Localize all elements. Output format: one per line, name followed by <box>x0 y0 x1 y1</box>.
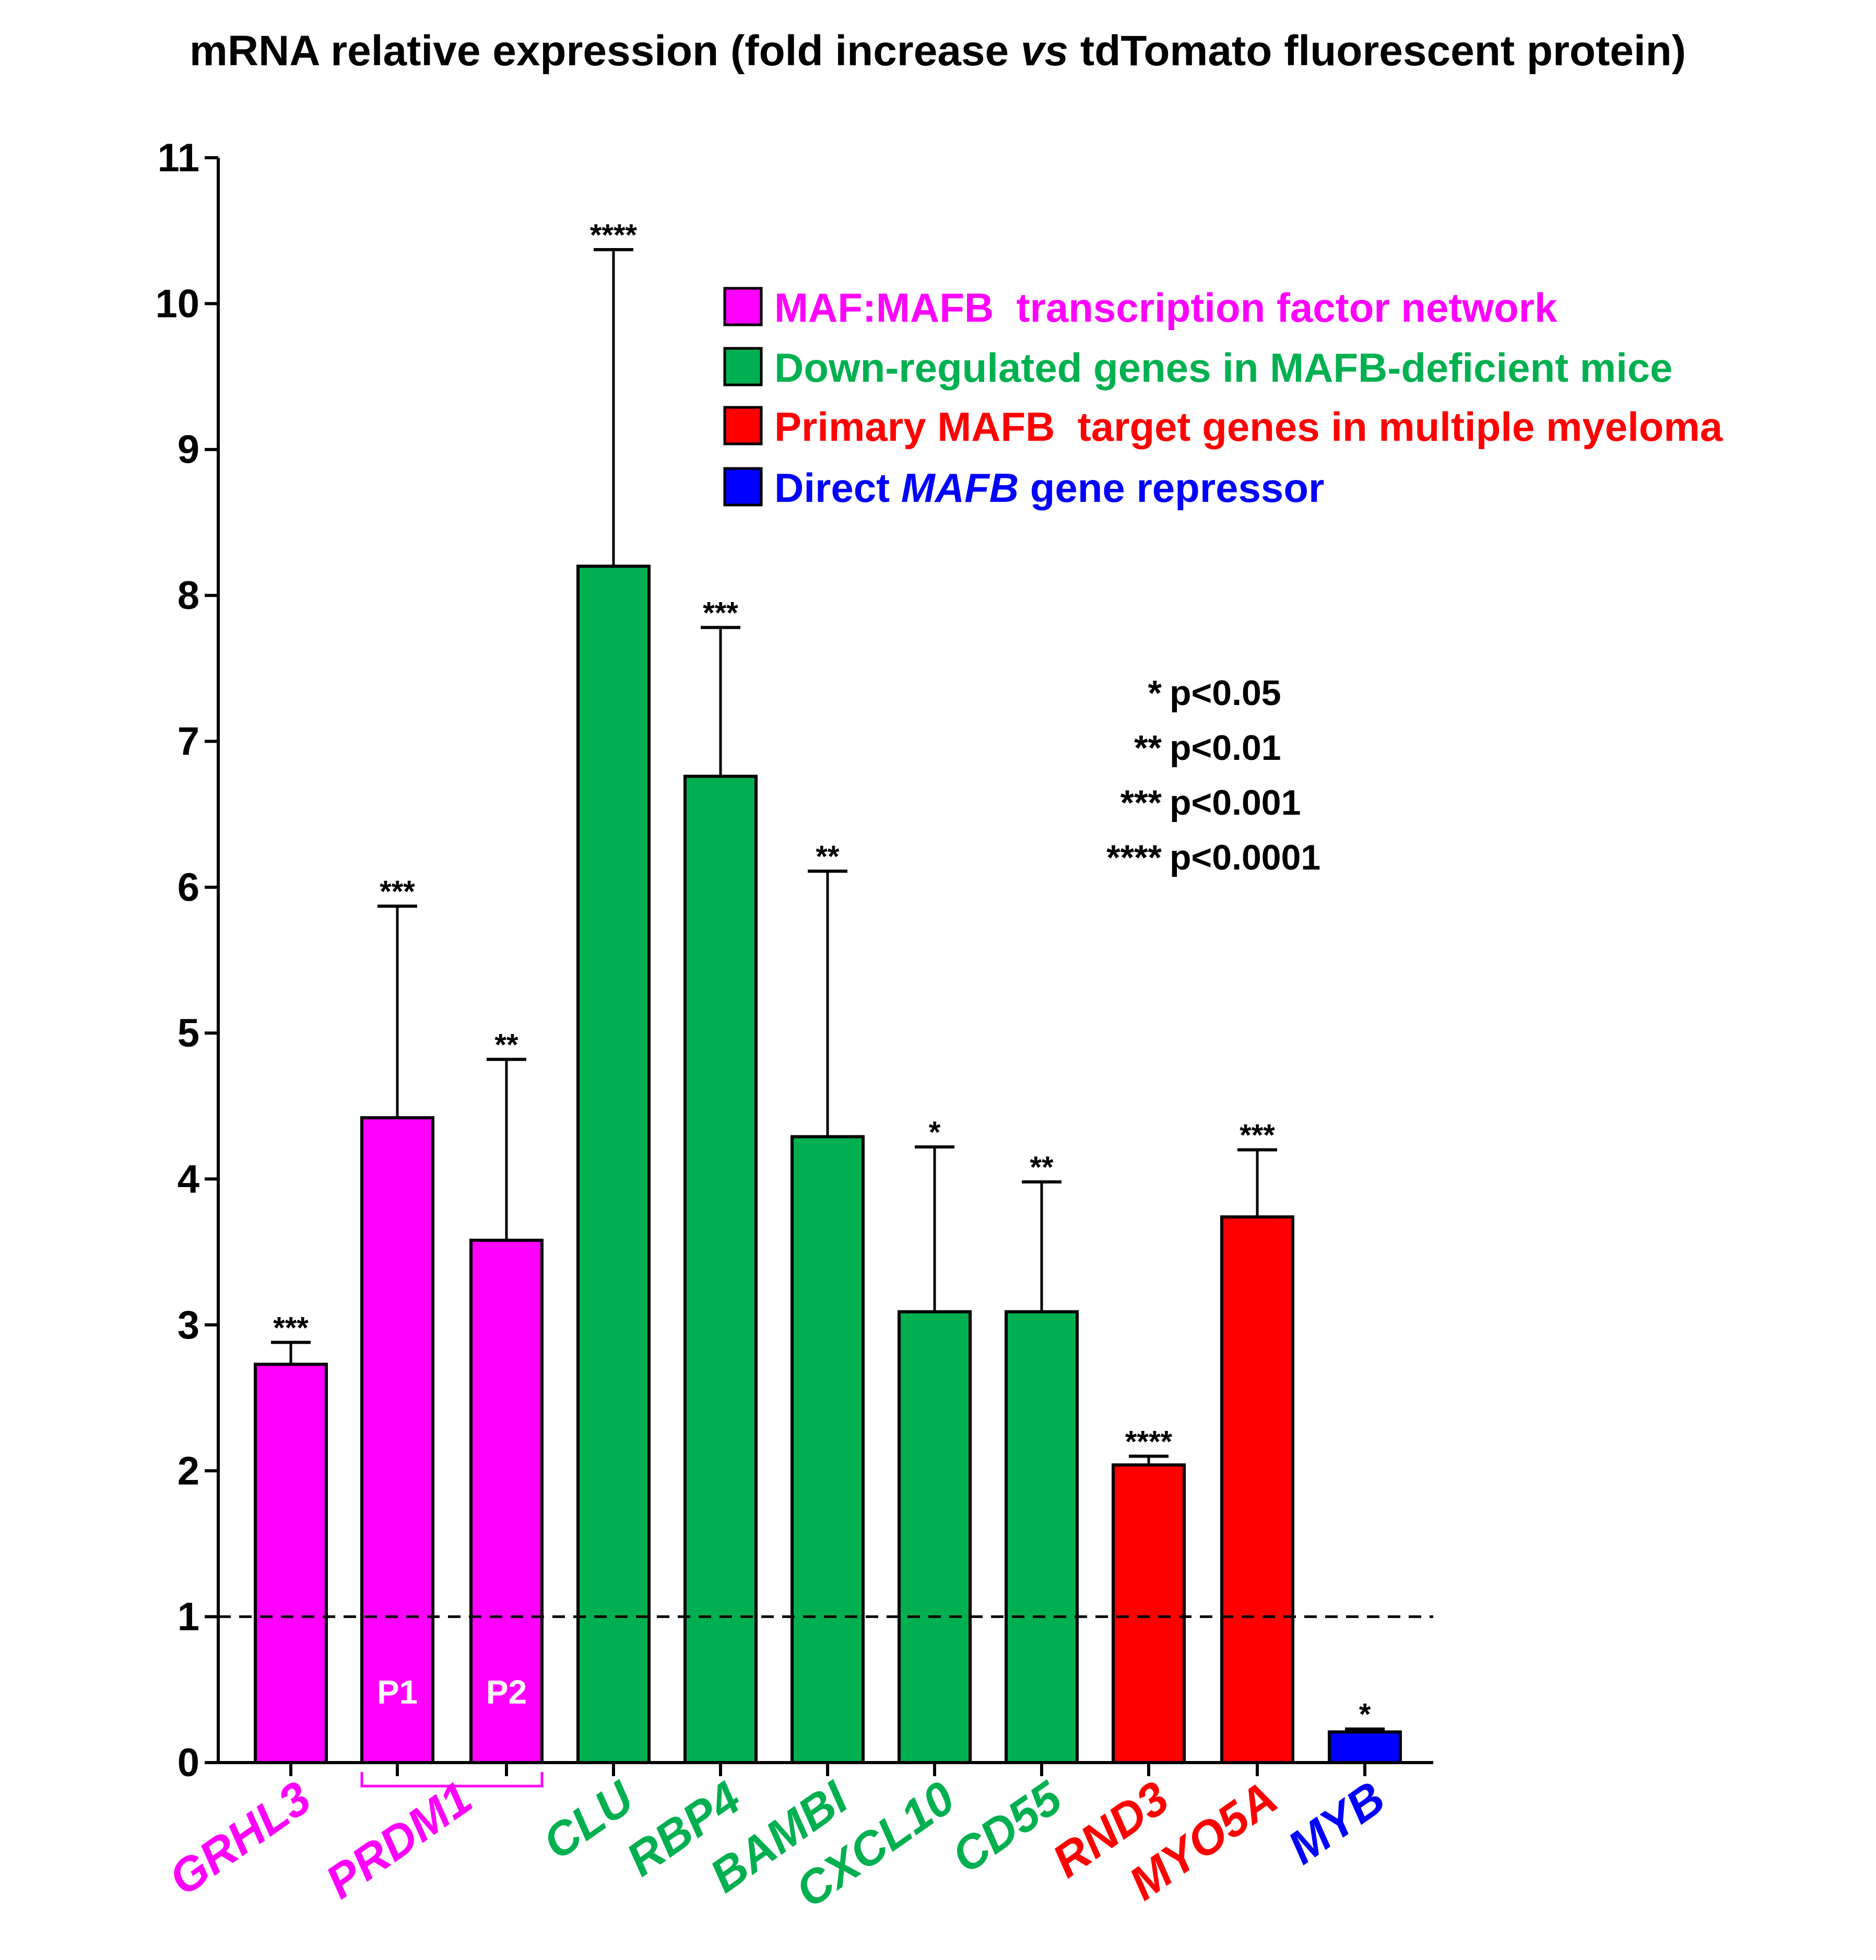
title-part-1: mRNA relative expression (fold increase <box>190 27 1021 75</box>
legend-swatch <box>723 467 763 507</box>
significance-stars: *** <box>273 1311 309 1345</box>
x-category-label: CD55 <box>943 1771 1072 1883</box>
chart-title: mRNA relative expression (fold increase … <box>190 27 1686 75</box>
significance-stars: * <box>1359 1698 1371 1732</box>
significance-stars: **** <box>1125 1425 1173 1459</box>
bar-bambi <box>790 1135 865 1764</box>
y-tick-label: 4 <box>178 1157 199 1202</box>
y-tick-label: 9 <box>178 428 199 472</box>
x-category-label: MYB <box>1279 1771 1394 1874</box>
legend-swatch <box>723 347 763 386</box>
bar-rbp4 <box>683 774 758 1764</box>
y-tick-label: 11 <box>158 136 199 180</box>
x-category-label: PRDM1 <box>317 1771 481 1909</box>
bar-cxcl10 <box>898 1310 972 1764</box>
legend-label: Direct MAFB gene repressor <box>774 465 1324 511</box>
bar-myb <box>1328 1730 1402 1765</box>
significance-stars: ** <box>816 840 840 874</box>
legend-label: Down-regulated genes in MAFB-deficient m… <box>774 345 1673 391</box>
bar-myo5a <box>1220 1215 1294 1764</box>
significance-key-threshold: p<0.01 <box>1170 728 1281 768</box>
significance-stars: ** <box>1030 1151 1054 1184</box>
y-tick-label: 3 <box>178 1303 199 1347</box>
significance-stars: * <box>929 1116 941 1149</box>
y-tick-label: 0 <box>178 1741 199 1785</box>
legend-label-part: gene repressor <box>1019 465 1324 511</box>
significance-key-threshold: p<0.001 <box>1170 783 1301 823</box>
significance-key-stars: ** <box>1134 728 1162 768</box>
y-tick-label: 1 <box>178 1595 199 1639</box>
bar-inner-label: P1 <box>377 1673 418 1711</box>
significance-key-threshold: p<0.05 <box>1170 673 1281 713</box>
significance-key-stars: * <box>1148 673 1162 713</box>
significance-stars: *** <box>703 596 738 630</box>
significance-stars: ** <box>494 1028 518 1062</box>
legend-label-part: Direct <box>774 465 901 511</box>
legend-label: Primary MAFB target genes in multiple my… <box>774 404 1723 450</box>
bar-rnd3 <box>1112 1463 1186 1764</box>
significance-key-stars: **** <box>1106 838 1162 877</box>
significance-stars: *** <box>1240 1119 1275 1153</box>
y-tick-label: 6 <box>178 865 199 910</box>
significance-stars: *** <box>380 875 415 909</box>
bar-inner-label: P2 <box>486 1673 527 1711</box>
legend-label: MAF:MAFB transcription factor network <box>774 285 1558 331</box>
legend-swatch <box>723 406 763 445</box>
significance-stars: **** <box>590 218 638 252</box>
y-tick-label: 10 <box>155 281 199 326</box>
bar-clu <box>576 565 651 1764</box>
legend-label-italic: MAFB <box>901 465 1019 511</box>
y-tick-label: 5 <box>178 1011 199 1055</box>
title-part-2: tdTomato fluorescent protein) <box>1068 27 1686 75</box>
x-category-label: GRHL3 <box>160 1771 320 1906</box>
bar-p1 <box>360 1116 434 1764</box>
y-tick-label: 7 <box>178 719 199 764</box>
significance-key-threshold: p<0.0001 <box>1170 838 1320 877</box>
plot-area: 01234567891011******P1**P2**************… <box>155 136 1722 1918</box>
bar-grhl3 <box>254 1363 328 1764</box>
title-part-italic: vs <box>1021 27 1068 75</box>
y-tick-label: 2 <box>178 1449 199 1493</box>
y-tick-label: 8 <box>178 573 199 618</box>
bar-cd55 <box>1005 1310 1079 1764</box>
legend-swatch <box>723 287 763 326</box>
significance-key-stars: *** <box>1120 783 1162 823</box>
prdm1-bracket <box>360 1772 544 1788</box>
